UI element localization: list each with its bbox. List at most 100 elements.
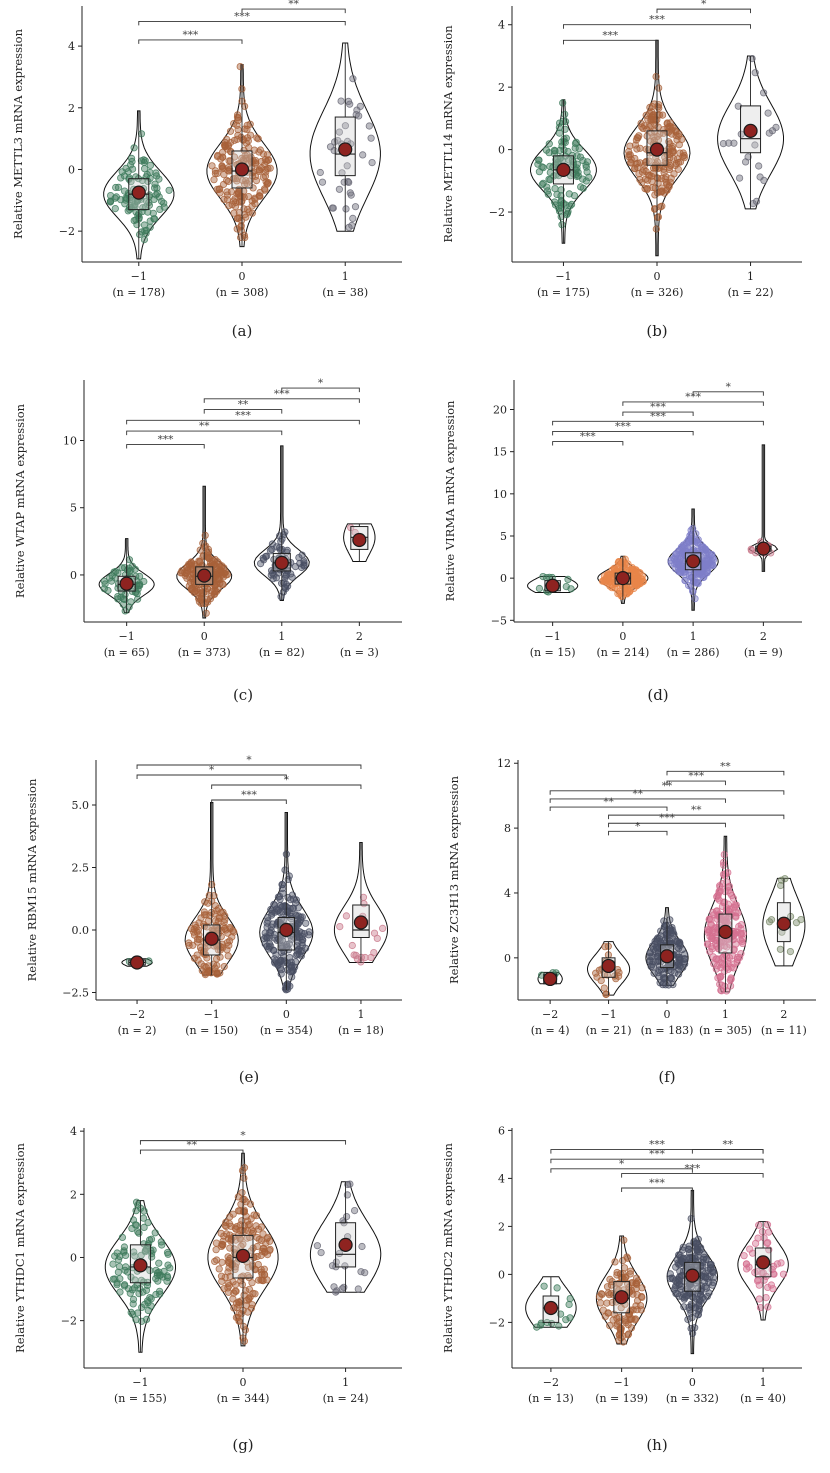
data-point [666, 916, 674, 924]
data-point [348, 221, 356, 230]
data-point [755, 1295, 763, 1303]
significance-bracket: * [656, 0, 751, 14]
data-point [663, 186, 671, 194]
data-point [258, 1276, 266, 1285]
data-point [764, 1283, 772, 1292]
data-point [160, 203, 168, 211]
data-point [240, 231, 248, 239]
data-point [644, 115, 652, 124]
group-count-label: (n = 155) [114, 1392, 167, 1405]
data-point [279, 881, 287, 889]
group-count-label: (n = 40) [740, 1392, 786, 1405]
data-point [279, 889, 287, 897]
violin-outline [206, 64, 278, 248]
data-point [125, 568, 133, 576]
data-point [221, 1221, 229, 1230]
data-point [283, 911, 291, 919]
mean-marker [755, 1255, 771, 1270]
data-point [211, 589, 219, 598]
data-point [696, 540, 705, 548]
data-point [681, 576, 689, 585]
data-point [151, 180, 159, 188]
data-point [287, 570, 295, 578]
data-point [289, 904, 297, 912]
data-point [216, 189, 224, 197]
data-point [637, 1306, 645, 1314]
data-point [667, 174, 675, 182]
x-tick-label: −2 [129, 1008, 145, 1021]
data-point [220, 1232, 228, 1240]
data-point [191, 587, 199, 595]
data-point [144, 177, 152, 185]
data-point [755, 1221, 763, 1229]
significance-stars: ** [722, 1139, 733, 1151]
data-point [234, 214, 242, 222]
data-point [365, 122, 373, 130]
data-point [129, 165, 137, 173]
data-point [347, 191, 355, 199]
significance-bracket: * [139, 1130, 347, 1145]
data-point [765, 129, 773, 137]
data-point [233, 113, 242, 121]
data-point [240, 1208, 248, 1216]
mean-marker [279, 922, 294, 938]
data-point [772, 123, 780, 132]
group-0: −1 (n = 15) [527, 572, 579, 659]
significance-stars: * [209, 764, 215, 776]
data-point [233, 121, 241, 129]
bracket-line [692, 391, 764, 396]
data-point [109, 1260, 117, 1268]
data-point [240, 1174, 248, 1182]
y-tick-label: 0 [498, 1268, 505, 1281]
bracket-line [211, 784, 362, 789]
data-point [318, 178, 327, 186]
data-point [759, 89, 768, 97]
data-point [555, 1322, 563, 1330]
violin-outline [259, 812, 314, 991]
data-point [297, 563, 306, 572]
data-point [599, 1306, 607, 1314]
data-point [650, 100, 659, 108]
data-point [751, 141, 759, 149]
data-point [574, 172, 583, 180]
data-point [555, 119, 564, 127]
group-count-label: (n = 22) [728, 286, 774, 299]
data-point [228, 933, 236, 941]
y-tick-label: 12 [497, 757, 511, 770]
group-count-label: (n = 82) [259, 646, 305, 659]
data-point [292, 951, 300, 959]
data-point [717, 959, 725, 967]
data-point [267, 911, 276, 919]
data-point [751, 69, 759, 77]
data-point [563, 209, 572, 217]
data-point [624, 1330, 633, 1338]
group-3: 2 (n = 9) [744, 444, 783, 659]
data-point [129, 197, 137, 205]
data-point [147, 1302, 155, 1310]
data-point [125, 556, 133, 564]
bracket-line [126, 419, 360, 425]
data-point [136, 581, 144, 590]
data-point [266, 547, 274, 555]
data-point [704, 561, 712, 569]
data-point [634, 134, 642, 142]
data-point [341, 122, 349, 130]
data-point [249, 1289, 257, 1298]
data-point [676, 940, 684, 948]
significance-stars: *** [650, 401, 667, 413]
y-axis-label: Relative YTHDC1 mRNA expression [13, 1142, 27, 1352]
significance-stars: * [726, 381, 732, 393]
data-point [625, 147, 633, 156]
x-tick-label: −1 [204, 1008, 220, 1021]
data-point [338, 1285, 346, 1293]
group-0: −1 (n = 65) [98, 538, 155, 659]
data-point [253, 1242, 261, 1251]
x-tick-label: −1 [555, 270, 571, 283]
data-point [631, 165, 639, 173]
data-point [237, 216, 246, 224]
y-axis-label: Relative METTL3 mRNA expression [11, 28, 25, 239]
group-2: 1 (n = 38) [309, 42, 381, 299]
data-point [378, 924, 387, 933]
group-count-label: (n = 9) [744, 646, 783, 659]
data-point [654, 164, 663, 173]
